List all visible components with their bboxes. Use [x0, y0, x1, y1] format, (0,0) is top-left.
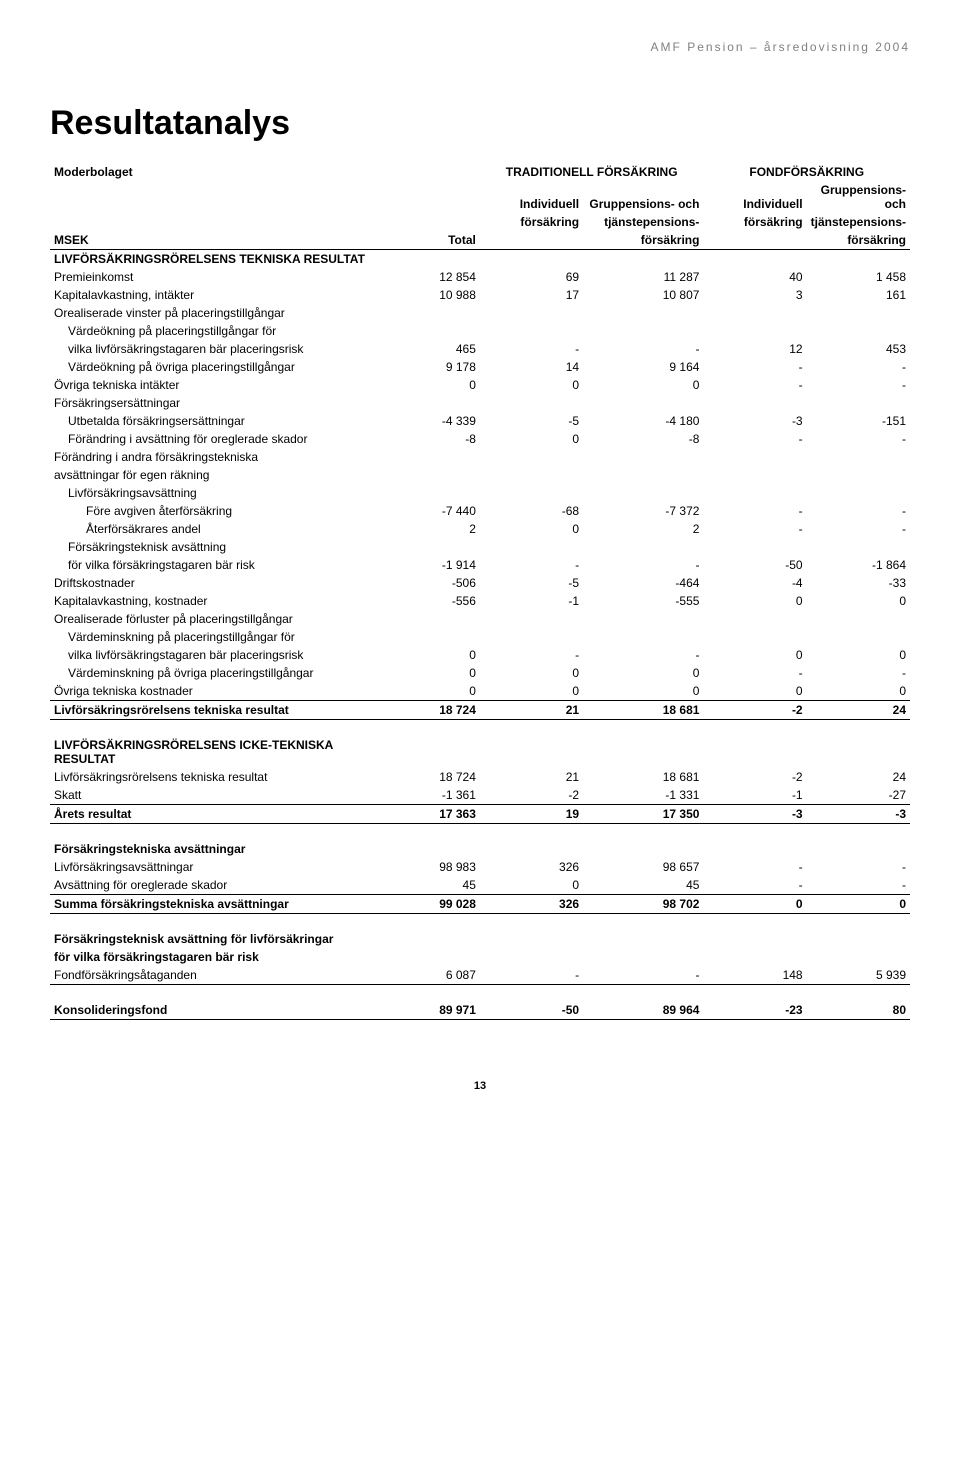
table-row: Fondförsäkringsåtaganden6 087--1485 939: [50, 966, 910, 985]
table-row: Driftskostnader-506-5-464-4-33: [50, 574, 910, 592]
col-msek: MSEK: [50, 231, 377, 250]
header-moderbolaget: Moderbolaget: [50, 163, 377, 181]
table-row: Återförsäkrares andel202--: [50, 520, 910, 538]
table-row: avsättningar för egen räkning: [50, 466, 910, 484]
col-c4-l3: försäkring: [807, 231, 910, 250]
page-header-right: AMF Pension – årsredovisning 2004: [50, 40, 910, 54]
section4-subtitle: för vilka försäkringstagaren bär risk: [50, 948, 377, 966]
header-traditionell: TRADITIONELL FÖRSÄKRING: [480, 163, 704, 181]
col-c1-l1: Individuell: [480, 181, 583, 213]
table-row: Utbetalda försäkringsersättningar-4 339-…: [50, 412, 910, 430]
section1-title: LIVFÖRSÄKRINGSRÖRELSENS TEKNISKA RESULTA…: [50, 250, 377, 269]
col-c2-l3: försäkring: [583, 231, 703, 250]
table-row: Före avgiven återförsäkring-7 440-68-7 3…: [50, 502, 910, 520]
col-c2-l2: tjänstepensions-: [583, 213, 703, 231]
table-row: Förändring i andra försäkringstekniska: [50, 448, 910, 466]
col-c3-l2: försäkring: [703, 213, 806, 231]
table-row: vilka livförsäkringstagaren bär placerin…: [50, 340, 910, 358]
table-row: Livförsäkringsavsättning: [50, 484, 910, 502]
table-row-total: Livförsäkringsrörelsens tekniska resulta…: [50, 701, 910, 720]
table-row: Försäkringsersättningar: [50, 394, 910, 412]
table-row: Förändring i avsättning för oreglerade s…: [50, 430, 910, 448]
table-row: Kapitalavkastning, kostnader-556-1-55500: [50, 592, 910, 610]
table-row-total: Årets resultat17 3631917 350-3-3: [50, 805, 910, 824]
page-number: 13: [50, 1080, 910, 1092]
table-row: Kapitalavkastning, intäkter10 9881710 80…: [50, 286, 910, 304]
col-c4-l2: tjänstepensions-: [807, 213, 910, 231]
table-row: vilka livförsäkringstagaren bär placerin…: [50, 646, 910, 664]
table-row-total: Konsolideringsfond89 971-5089 964-2380: [50, 985, 910, 1020]
table-row: Livförsäkringsrörelsens tekniska resulta…: [50, 768, 910, 786]
table-row: Värdeminskning på övriga placeringstillg…: [50, 664, 910, 682]
section2-title: LIVFÖRSÄKRINGSRÖRELSENS ICKE-TEKNISKA RE…: [50, 720, 377, 769]
table-row: Orealiserade förluster på placeringstill…: [50, 610, 910, 628]
section4-title: Försäkringsteknisk avsättning för livför…: [50, 914, 377, 949]
table-row: Livförsäkringsavsättningar98 98332698 65…: [50, 858, 910, 876]
col-c2-l1: Gruppensions- och: [583, 181, 703, 213]
table-row: Orealiserade vinster på placeringstillgå…: [50, 304, 910, 322]
section3-title: Försäkringstekniska avsättningar: [50, 824, 377, 859]
col-total: Total: [377, 231, 480, 250]
col-c3-l1: Individuell: [703, 181, 806, 213]
table-row: för vilka försäkringstagaren bär risk-1 …: [50, 556, 910, 574]
table-row: Premieinkomst12 8546911 287401 458: [50, 268, 910, 286]
table-row-total: Summa försäkringstekniska avsättningar99…: [50, 895, 910, 914]
table-row: Försäkringsteknisk avsättning: [50, 538, 910, 556]
table-row: Skatt-1 361-2-1 331-1-27: [50, 786, 910, 805]
table-row: Avsättning för oreglerade skador45045--: [50, 876, 910, 895]
table-row: Värdeökning på övriga placeringstillgång…: [50, 358, 910, 376]
table-row: Övriga tekniska intäkter000--: [50, 376, 910, 394]
table-row: Övriga tekniska kostnader00000: [50, 682, 910, 701]
page-title: Resultatanalys: [50, 104, 910, 143]
table-row: Värdeökning på placeringstillgångar för: [50, 322, 910, 340]
table-row: Värdeminskning på placeringstillgångar f…: [50, 628, 910, 646]
col-c1-l2: försäkring: [480, 213, 583, 231]
col-c4-l1: Gruppensions- och: [807, 181, 910, 213]
result-analysis-table: Moderbolaget TRADITIONELL FÖRSÄKRING FON…: [50, 163, 910, 1020]
header-fond: FONDFÖRSÄKRING: [703, 163, 910, 181]
